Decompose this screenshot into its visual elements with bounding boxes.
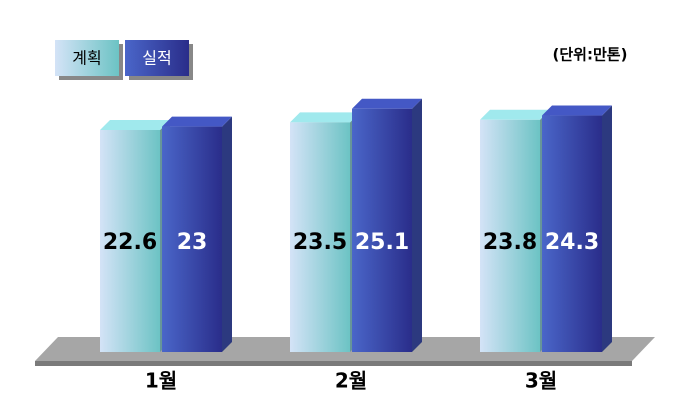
bar-top — [100, 120, 170, 130]
bar-side — [222, 116, 232, 352]
value-label: 23.5 — [293, 230, 347, 255]
bar-top — [290, 112, 360, 123]
bar-top — [480, 109, 550, 120]
value-label: 24.3 — [545, 230, 599, 255]
bar-top — [352, 98, 422, 109]
bar-top — [542, 105, 612, 116]
bar — [480, 119, 540, 352]
value-label: 22.6 — [103, 230, 157, 255]
legend-swatch — [125, 40, 189, 76]
legend-label: 계획 — [72, 49, 101, 68]
bar — [352, 108, 412, 352]
legend-label: 실적 — [142, 49, 171, 68]
value-label: 23.8 — [483, 230, 537, 255]
bar-side — [602, 105, 612, 352]
x-tick-label: 3월 — [525, 369, 557, 393]
bar — [162, 126, 222, 352]
x-tick-label: 2월 — [335, 369, 367, 393]
bar — [100, 130, 160, 352]
floor-edge — [35, 361, 632, 366]
bar — [542, 115, 602, 352]
unit-label: (단위:만톤) — [553, 46, 628, 64]
bar-top — [162, 116, 232, 127]
x-tick-label: 1월 — [145, 369, 177, 393]
legend-swatch — [55, 40, 119, 76]
bar-side — [412, 98, 422, 352]
value-label: 25.1 — [355, 230, 409, 255]
bar — [290, 122, 350, 352]
value-label: 23 — [177, 230, 208, 255]
